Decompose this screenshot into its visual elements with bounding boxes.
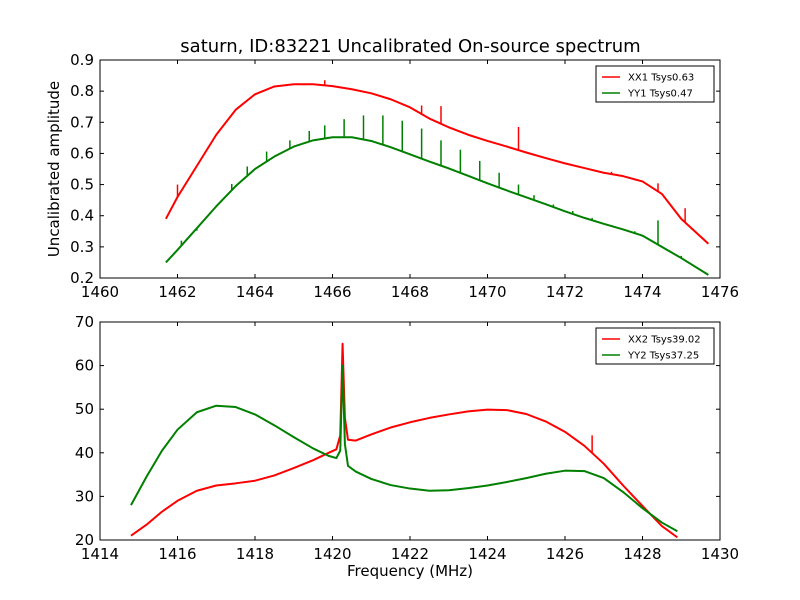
x-tick-label: 1460 [81, 283, 119, 301]
top-panel: 1460 1462 1464 1466 1468 1470 1472 1474 1476 0.2 0… [70, 51, 739, 301]
y-tick-label: 0.5 [70, 176, 94, 194]
series-line-red [164, 83, 710, 245]
legend-label: YY2 Tsys37.25 [627, 351, 699, 362]
plot-series-group [164, 80, 710, 276]
x-axis-label: Frequency (MHz) [347, 562, 473, 580]
x-tick-label: 1472 [546, 283, 584, 301]
x-tick-label: 1474 [623, 283, 661, 301]
plot-series-group [130, 342, 678, 539]
x-tick-label: 1462 [158, 283, 196, 301]
legend-label: XX1 Tsys0.63 [628, 73, 694, 84]
x-tick-label: 1418 [236, 545, 274, 563]
series-line-green [130, 364, 678, 533]
x-tick-label: 1422 [391, 545, 429, 563]
y-axis-label: Uncalibrated amplitude [45, 81, 63, 257]
bottom-panel: 1414 1416 1418 1420 1422 1424 1426 1428 1430 20 30… [75, 313, 739, 563]
x-tick-label: 1466 [313, 283, 351, 301]
legend-box [595, 327, 715, 365]
x-tick-label: 1416 [158, 545, 196, 563]
y-tick-label: 0.9 [70, 51, 94, 69]
y-tick-label: 0.6 [70, 144, 94, 162]
x-tick-label: 1470 [468, 283, 506, 301]
x-tick-label: 1428 [623, 545, 661, 563]
x-tick-label: 1426 [546, 545, 584, 563]
x-tick-label: 1424 [468, 545, 506, 563]
y-tick-label: 0.7 [70, 113, 94, 131]
y-tick-label: 0.8 [70, 82, 94, 100]
y-tick-label: 0.3 [70, 238, 94, 256]
x-tick-label: 1464 [236, 283, 274, 301]
plot-frame [99, 59, 721, 279]
x-tick-label: 1420 [313, 545, 351, 563]
x-tick-label: 1414 [81, 545, 119, 563]
y-tick-label: 0.2 [70, 269, 94, 287]
y-tick-label: 0.4 [70, 207, 94, 225]
plot-frame [99, 321, 721, 541]
legend-box [595, 65, 715, 103]
series-line-red [130, 342, 678, 539]
x-tick-label: 1430 [701, 545, 739, 563]
series-line-green [165, 136, 709, 276]
x-tick-label: 1476 [701, 283, 739, 301]
chart-title: saturn, ID:83221 Uncalibrated On-source … [180, 36, 640, 57]
x-tick-label: 1468 [391, 283, 429, 301]
y-tick-label: 30 [75, 487, 94, 505]
legend-label: YY1 Tsys0.47 [627, 89, 693, 100]
legend-label: XX2 Tsys39.02 [628, 335, 701, 346]
y-tick-label: 60 [75, 357, 94, 375]
y-tick-label: 70 [75, 313, 94, 331]
y-tick-label: 50 [75, 400, 94, 418]
y-tick-label: 40 [75, 444, 94, 462]
y-tick-label: 20 [75, 531, 94, 549]
